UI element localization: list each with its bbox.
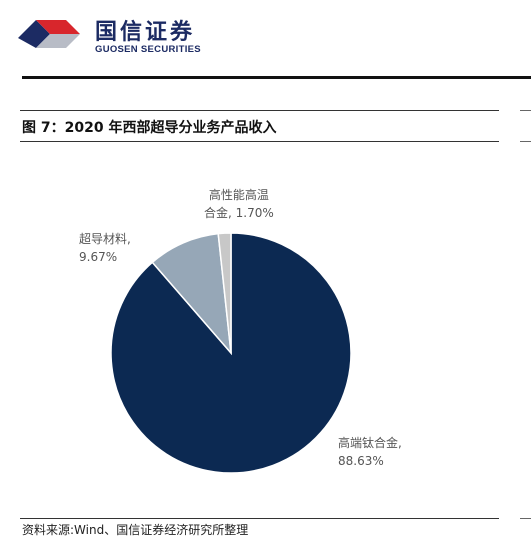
figure-top-rule (20, 110, 499, 111)
pie-slice-superalloy (217, 232, 232, 354)
divider (520, 141, 531, 142)
slice-label-line: 88.63% (338, 454, 384, 468)
figure-title-rule (20, 141, 499, 142)
divider (520, 518, 531, 519)
figure-source: 资料来源:Wind、国信证券经济研究所整理 (22, 523, 249, 537)
divider (520, 110, 531, 111)
pie-chart (110, 232, 352, 474)
slice-label-titanium: 高端钛合金, 88.63% (338, 434, 402, 470)
slice-label-line: 高端钛合金, (338, 436, 402, 450)
slice-label-line: 9.67% (79, 250, 118, 264)
figure-title: 图 7：2020 年西部超导分业务产品收入 (22, 120, 277, 136)
report-header: 国信证券 GUOSEN SECURITIES (0, 0, 531, 80)
brand-name-cn: 国信证券 (95, 20, 196, 45)
slice-label-superconducting: 超导材料, 9.67% (79, 230, 131, 266)
slice-label-line: 超导材料, (79, 232, 131, 246)
guosen-logo-icon (18, 20, 80, 48)
figure-bottom-rule (20, 518, 499, 519)
brand-name-en: GUOSEN SECURITIES (95, 44, 201, 55)
slice-label-line: 合金, 1.70% (204, 206, 274, 220)
slice-label-superalloy: 高性能高温 合金, 1.70% (204, 186, 274, 222)
header-divider (22, 76, 531, 79)
slice-label-line: 高性能高温 (208, 188, 269, 202)
